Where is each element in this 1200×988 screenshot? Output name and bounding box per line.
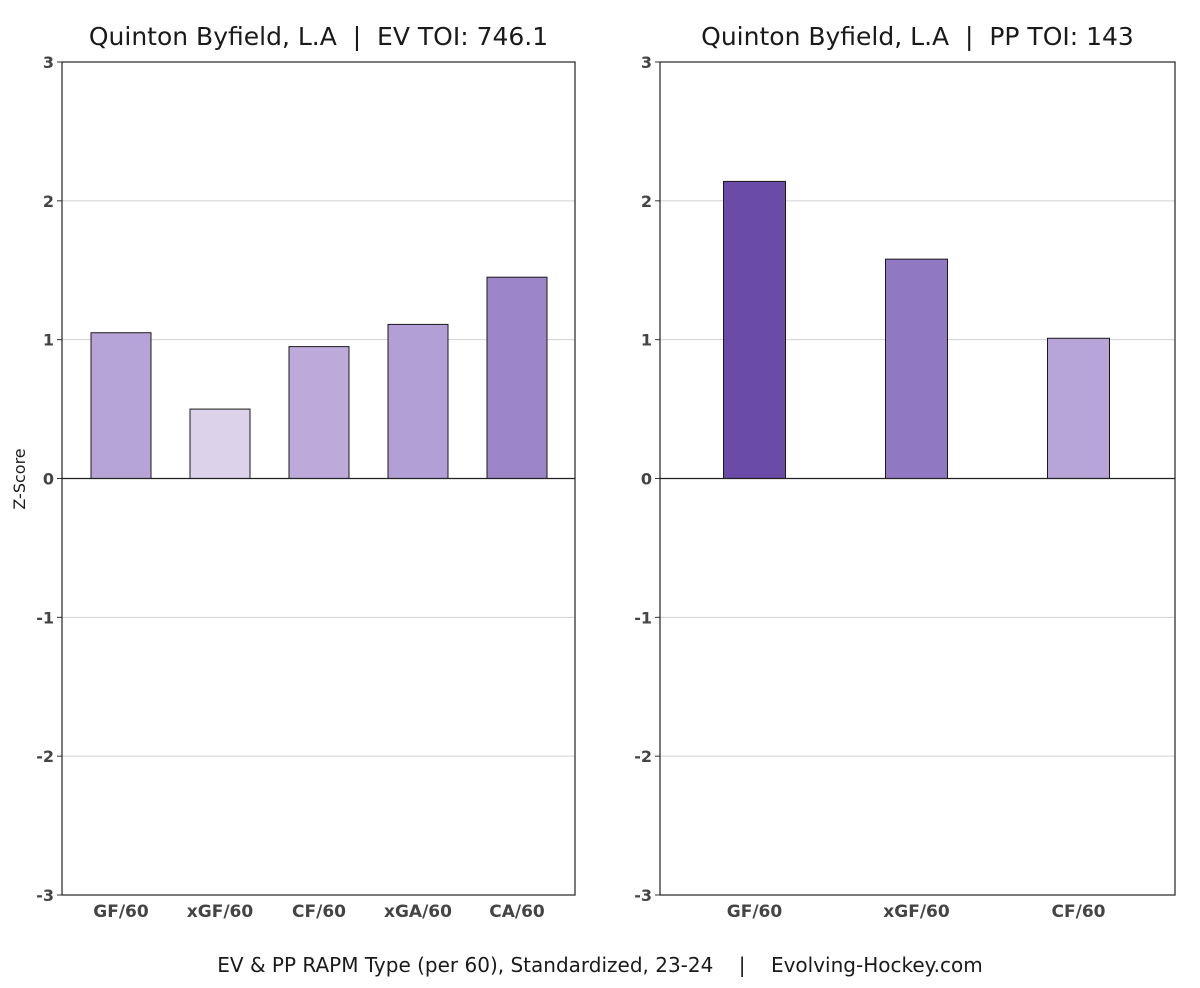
chart-caption: EV & PP RAPM Type (per 60), Standardized… xyxy=(217,953,982,977)
y-tick-label: 1 xyxy=(641,331,652,350)
plot-frame xyxy=(659,61,1176,896)
bar-xgf-60 xyxy=(189,408,251,480)
y-tick-label: -3 xyxy=(634,886,652,905)
y-tick-label: -1 xyxy=(634,608,652,627)
y-axis-label: Z-Score xyxy=(10,448,29,509)
bar-cf-60 xyxy=(288,346,350,479)
bar-gf-60 xyxy=(90,332,152,479)
y-tick-label: 1 xyxy=(43,331,54,350)
x-tick-label: xGA/60 xyxy=(384,902,452,922)
bar-ca-60 xyxy=(486,276,548,480)
x-tick-label: CF/60 xyxy=(1052,902,1106,922)
y-tick-label: -2 xyxy=(634,747,652,766)
panel-title: Quinton Byfield, L.A | PP TOI: 143 xyxy=(701,22,1134,51)
x-tick-label: CF/60 xyxy=(292,902,346,922)
y-tick-label: 2 xyxy=(641,192,652,211)
x-tick-label: GF/60 xyxy=(727,902,783,922)
x-tick-label: GF/60 xyxy=(93,902,149,922)
y-tick-label: -2 xyxy=(36,747,54,766)
x-tick-label: xGF/60 xyxy=(187,902,254,922)
y-tick-label: -3 xyxy=(36,886,54,905)
bar-cf-60 xyxy=(1047,337,1110,479)
y-tick-label: 3 xyxy=(641,53,652,72)
x-tick-label: CA/60 xyxy=(489,902,545,922)
y-tick-label: 0 xyxy=(43,470,54,489)
y-tick-label: 2 xyxy=(43,192,54,211)
bar-gf-60 xyxy=(723,180,786,479)
bar-xgf-60 xyxy=(885,258,948,480)
y-tick-label: 3 xyxy=(43,53,54,72)
y-tick-label: 0 xyxy=(641,470,652,489)
plot-frame xyxy=(61,61,576,896)
bar-xga-60 xyxy=(387,323,449,479)
x-tick-label: xGF/60 xyxy=(883,902,950,922)
y-tick-label: -1 xyxy=(36,608,54,627)
panel-title: Quinton Byfield, L.A | EV TOI: 746.1 xyxy=(89,22,548,51)
